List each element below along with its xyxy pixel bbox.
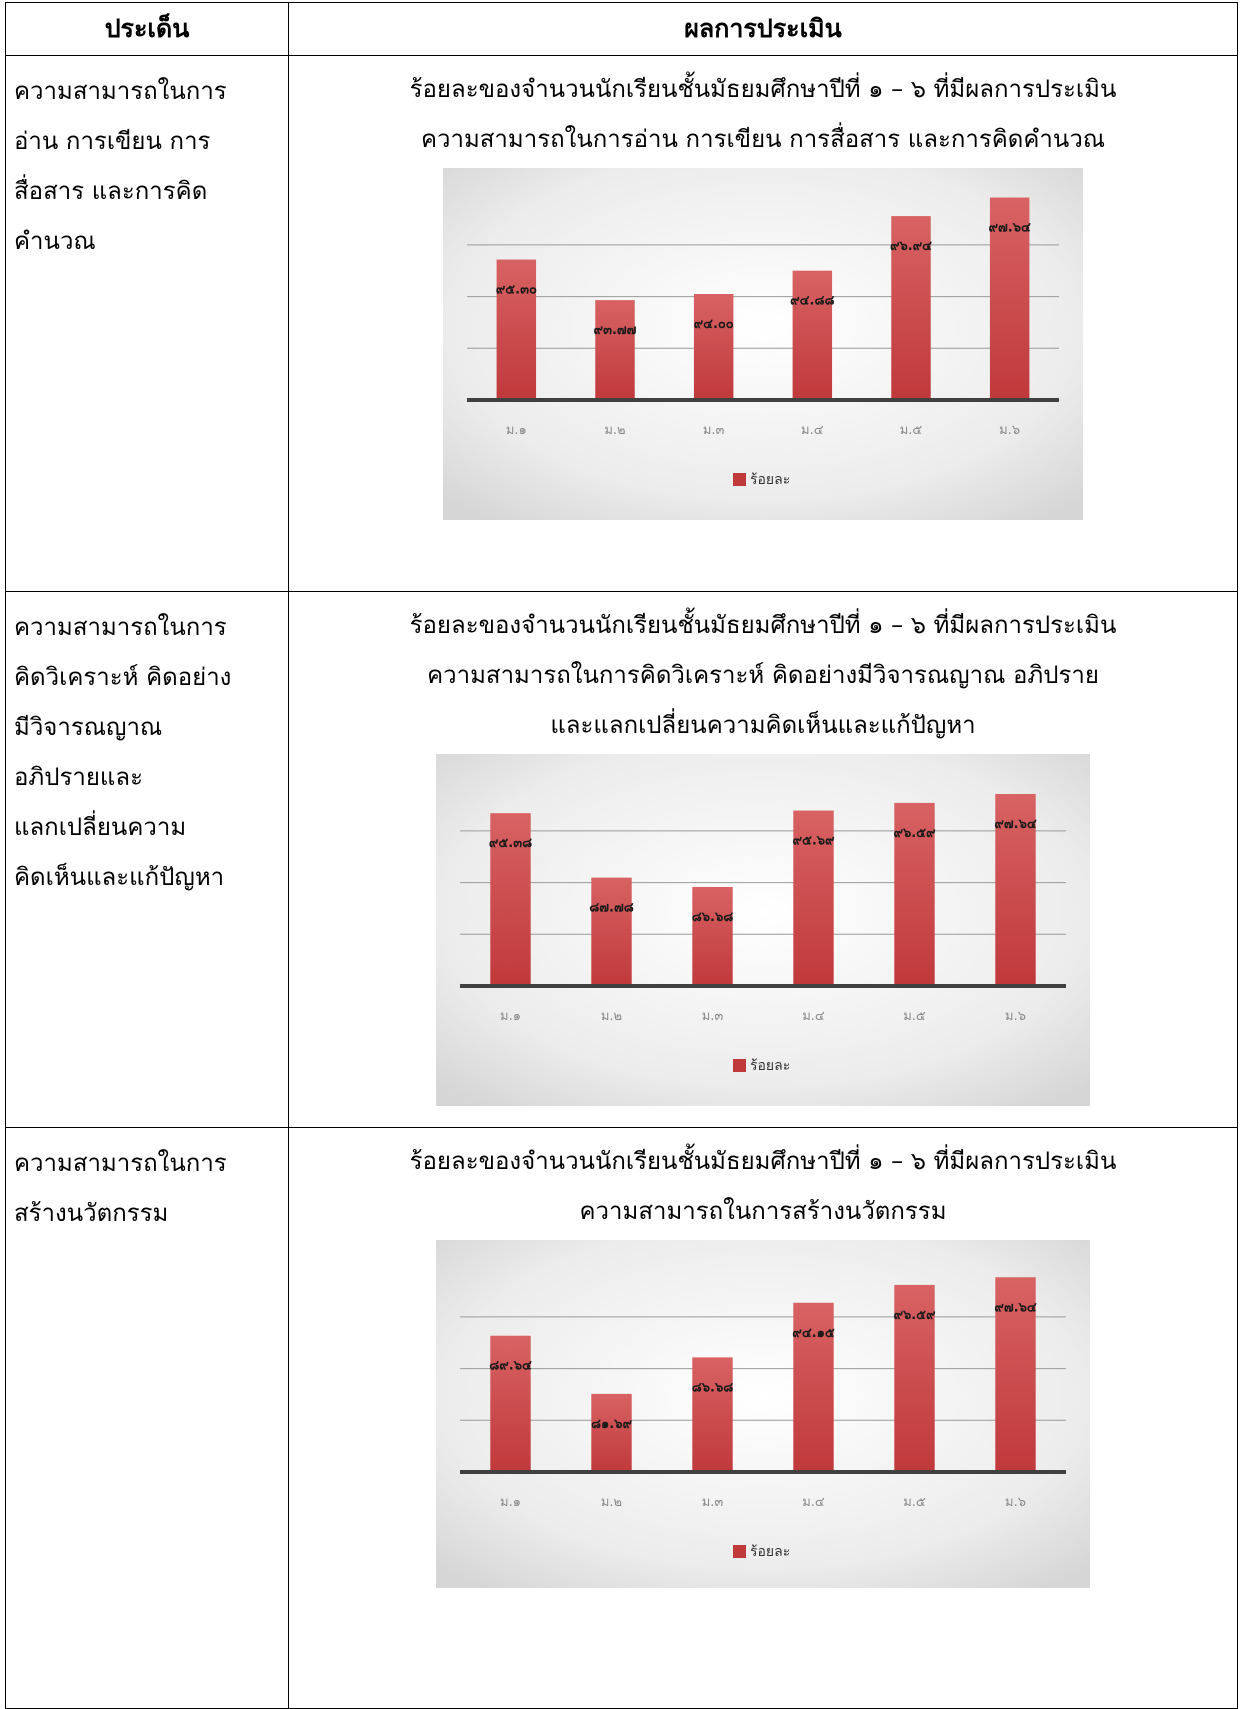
data-label: ๘๙.๖๔ — [489, 1359, 532, 1374]
x-tick-label: ม.๕ — [900, 423, 923, 438]
chart-background — [436, 754, 1090, 1106]
x-tick-label: ม.๕ — [903, 1495, 926, 1510]
data-label: ๙๕.๖๙ — [792, 834, 835, 849]
bar — [693, 294, 734, 400]
bar-chart-reading-writing: ๙๕.๓๐ม.๑ ๙๓.๗๗ม.๒ ๙๔.๐๐ม.๓ ๙๔.๘๘ม.๔ ๙๖.๙๔ม.๕… — [443, 168, 1083, 520]
x-tick-label: ม.๑ — [506, 423, 527, 438]
chart-background — [443, 168, 1083, 520]
legend-swatch — [733, 1545, 746, 1558]
data-label: ๘๑.๖๙ — [591, 1417, 632, 1432]
x-tick-label: ม.๒ — [601, 1009, 622, 1024]
x-tick-label: ม.๒ — [604, 423, 625, 438]
data-label: ๙๕.๓๘ — [489, 836, 532, 851]
result-cell: ร้อยละของจำนวนนักเรียนชั้นมัธยมศึกษาปีที… — [288, 591, 1238, 1128]
data-label: ๙๖.๕๙ — [893, 1308, 936, 1323]
topic-cell: ความสามารถในการ สร้างนวัตกรรม — [5, 1127, 289, 1709]
x-tick-label: ม.๔ — [802, 1009, 825, 1024]
legend-label: ร้อยละ — [750, 472, 790, 488]
data-label: ๙๖.๕๙ — [893, 826, 936, 841]
topic-line: คิดเห็นและแก้ปัญหา — [14, 863, 225, 891]
topic-line: มีวิจารณญาณ — [14, 713, 163, 741]
topic-line: แลกเปลี่ยนความ — [14, 813, 187, 841]
topic-line: ความสามารถในการ — [14, 77, 227, 105]
chart-title-line: ร้อยละของจำนวนนักเรียนชั้นมัธยมศึกษาปีที… — [409, 1147, 1117, 1175]
x-tick-label: ม.๓ — [702, 1009, 724, 1024]
x-tick-label: ม.๖ — [1005, 1009, 1026, 1024]
chart-title-line: ความสามารถในการคิดวิเคราะห์ คิดอย่างมีวิ… — [427, 661, 1099, 689]
chart-title-line: ความสามารถในการอ่าน การเขียน การสื่อสาร … — [420, 125, 1106, 153]
data-label: ๙๔.๑๕ — [792, 1326, 835, 1341]
data-label: ๙๗.๖๔ — [989, 221, 1031, 236]
legend-label: ร้อยละ — [750, 1544, 790, 1560]
data-label: ๙๖.๙๔ — [890, 239, 932, 254]
bar-chart-innovation: ๘๙.๖๔ม.๑ ๘๑.๖๙ม.๒ ๘๖.๖๘ม.๓ ๙๔.๑๕ม.๔ ๙๖.๕๙ม.๕… — [436, 1240, 1090, 1588]
data-label: ๙๔.๘๘ — [790, 294, 834, 309]
chart-title-line: และแลกเปลี่ยนความคิดเห็นและแก้ปัญหา — [550, 711, 976, 739]
table-row: ความสามารถในการ สร้างนวัตกรรม ร้อยละของจ… — [5, 1127, 1238, 1709]
data-label: ๙๔.๐๐ — [694, 317, 734, 332]
topic-cell: ความสามารถในการ อ่าน การเขียน การ สื่อสา… — [5, 55, 289, 592]
x-tick-label: ม.๑ — [500, 1009, 521, 1024]
table-row: ความสามารถในการ อ่าน การเขียน การ สื่อสา… — [5, 55, 1238, 592]
topic-line: ความสามารถในการ — [14, 613, 227, 641]
legend-swatch — [733, 1059, 746, 1072]
bar — [894, 1284, 935, 1472]
bar — [692, 1357, 733, 1472]
x-tick-label: ม.๔ — [801, 423, 824, 438]
topic-line: สื่อสาร และการคิด — [14, 177, 208, 205]
chart-title-line: ความสามารถในการสร้างนวัตกรรม — [579, 1197, 947, 1225]
data-label: ๘๖.๖๘ — [692, 910, 734, 925]
bar — [490, 1335, 531, 1472]
topic-cell: ความสามารถในการ คิดวิเคราะห์ คิดอย่าง มี… — [5, 591, 289, 1128]
bar — [595, 300, 635, 400]
x-tick-label: ม.๔ — [802, 1495, 825, 1510]
bar-chart-critical-thinking: ๙๕.๓๘ม.๑ ๘๗.๗๘ม.๒ ๘๖.๖๘ม.๓ ๙๕.๖๙ม.๔ ๙๖.๕๙ม.๕… — [436, 754, 1090, 1106]
bar — [591, 877, 632, 986]
bar — [894, 802, 935, 986]
data-label: ๘๖.๖๘ — [692, 1380, 734, 1395]
x-tick-label: ม.๓ — [703, 423, 725, 438]
x-tick-label: ม.๖ — [1005, 1495, 1026, 1510]
chart-title-line: ร้อยละของจำนวนนักเรียนชั้นมัธยมศึกษาปีที… — [409, 611, 1117, 639]
bar — [692, 886, 733, 986]
topic-line: คำนวณ — [14, 227, 96, 255]
bar — [995, 794, 1036, 986]
legend-swatch — [733, 473, 746, 486]
table-row: ความสามารถในการ คิดวิเคราะห์ คิดอย่าง มี… — [5, 591, 1238, 1128]
bar — [989, 197, 1030, 400]
header-topic: ประเด็น — [5, 2, 289, 56]
data-label: ๙๕.๓๐ — [496, 283, 537, 298]
topic-line: อ่าน การเขียน การ — [14, 127, 211, 155]
topic-line: คิดวิเคราะห์ คิดอย่าง — [14, 663, 232, 691]
bar — [792, 270, 833, 400]
x-tick-label: ม.๑ — [500, 1495, 521, 1510]
legend-label: ร้อยละ — [750, 1058, 790, 1074]
table-header-row: ประเด็น ผลการประเมิน — [5, 2, 1238, 56]
topic-line: สร้างนวัตกรรม — [14, 1199, 169, 1227]
bar — [793, 1302, 834, 1472]
topic-line: ความสามารถในการ — [14, 1149, 227, 1177]
bar — [793, 810, 834, 986]
bar — [995, 1277, 1036, 1472]
evaluation-table: ประเด็น ผลการประเมิน ความสามารถในการ อ่า… — [5, 2, 1238, 1709]
bar — [891, 216, 931, 400]
bar — [490, 813, 531, 986]
data-label: ๘๗.๗๘ — [589, 901, 634, 916]
x-tick-label: ม.๕ — [903, 1009, 926, 1024]
data-label: ๙๗.๖๔ — [994, 817, 1036, 832]
bar — [591, 1393, 632, 1472]
x-tick-label: ม.๓ — [702, 1495, 724, 1510]
bar — [496, 259, 537, 400]
x-tick-label: ม.๖ — [999, 423, 1020, 438]
x-tick-label: ม.๒ — [601, 1495, 622, 1510]
chart-title-line: ร้อยละของจำนวนนักเรียนชั้นมัธยมศึกษาปีที… — [409, 75, 1117, 103]
topic-line: อภิปรายและ — [14, 763, 143, 791]
data-label: ๙๓.๗๗ — [594, 323, 637, 338]
result-cell: ร้อยละของจำนวนนักเรียนชั้นมัธยมศึกษาปีที… — [288, 1127, 1238, 1709]
chart-background — [436, 1240, 1090, 1588]
data-label: ๙๗.๖๔ — [994, 1300, 1036, 1315]
header-result: ผลการประเมิน — [288, 2, 1238, 56]
result-cell: ร้อยละของจำนวนนักเรียนชั้นมัธยมศึกษาปีที… — [288, 55, 1238, 592]
